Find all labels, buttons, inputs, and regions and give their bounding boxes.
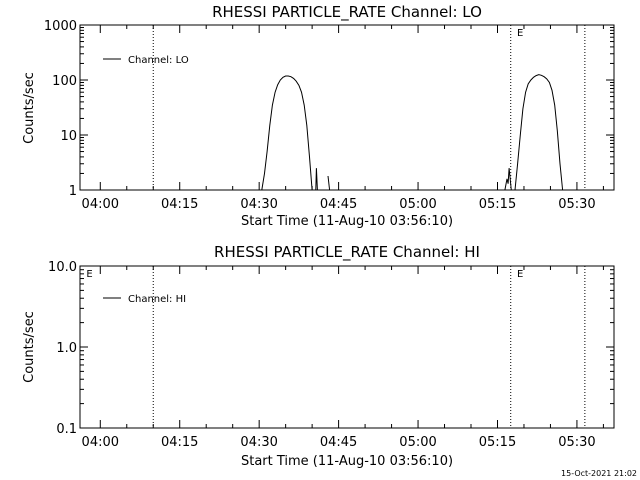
x-tick-label-hi: 04:00 [82,435,119,450]
series-line-lo [327,175,331,191]
series-line-lo [315,168,318,191]
footer-timestamp: 15-Oct-2021 21:02 [561,469,637,478]
x-axis-label-lo: Start Time (11-Aug-10 03:56:10) [241,214,453,229]
x-tick-label-lo: 04:15 [161,197,198,212]
y-tick-label-hi: 0.1 [56,422,77,437]
series-line-lo [504,168,512,191]
y-axis-label-lo: Counts/sec [22,72,37,144]
legend-hi: Channel: HI [103,294,186,305]
x-tick-label-lo: 04:00 [82,197,119,212]
legend-label-hi: Channel: HI [128,294,186,305]
y-tick-label-lo: 100 [52,74,77,89]
legend-label-lo: Channel: LO [128,55,189,66]
y-tick-label-lo: 1 [69,184,77,199]
annotation-marker-hi: E [86,269,92,280]
x-tick-label-lo: 05:30 [558,197,595,212]
series-line-lo [261,75,313,191]
hi-channel-panel: RHESSI PARTICLE_RATE Channel: HI Counts/… [22,243,615,469]
series-line-lo [514,74,564,191]
legend-lo: Channel: LO [103,55,189,66]
x-tick-label-hi: 04:15 [161,435,198,450]
x-tick-label-hi: 04:45 [320,435,357,450]
x-tick-label-lo: 05:00 [399,197,436,212]
y-tick-label-lo: 1000 [44,19,77,34]
x-tick-label-lo: 05:15 [479,197,516,212]
lo-channel-panel: RHESSI PARTICLE_RATE Channel: LO Counts/… [22,3,615,229]
chart-title-hi: RHESSI PARTICLE_RATE Channel: HI [214,243,480,262]
plot-frame-lo [79,24,615,191]
plot-frame-hi [79,265,615,429]
x-tick-label-lo: 04:45 [320,197,357,212]
y-tick-label-hi: 1.0 [56,341,77,356]
chart-title-lo: RHESSI PARTICLE_RATE Channel: LO [212,3,482,22]
x-tick-label-hi: 05:30 [558,435,595,450]
x-axis-label-hi: Start Time (11-Aug-10 03:56:10) [241,454,453,469]
y-tick-label-lo: 10 [60,129,77,144]
x-tick-label-hi: 04:30 [240,435,277,450]
annotation-marker-lo: E [517,28,523,39]
y-axis-label-hi: Counts/sec [22,311,37,383]
annotation-marker-hi: E [517,269,523,280]
y-tick-label-hi: 10.0 [48,260,77,275]
x-tick-label-hi: 05:00 [399,435,436,450]
x-tick-label-hi: 05:15 [479,435,516,450]
x-tick-label-lo: 04:30 [240,197,277,212]
